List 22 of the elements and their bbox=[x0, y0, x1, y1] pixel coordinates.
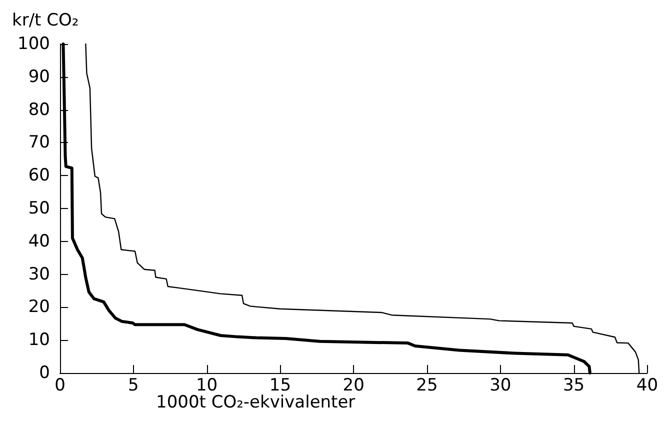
x-tick-label: 25 bbox=[416, 376, 438, 396]
y-tick-label: 90 bbox=[28, 66, 50, 87]
y-tick-label: 10 bbox=[28, 330, 50, 350]
x-tick-label: 35 bbox=[562, 376, 585, 396]
x-axis-title: 1000t CO₂-ekvivalenter bbox=[156, 392, 356, 412]
y-tick-label: 0 bbox=[39, 363, 50, 383]
x-tick-label: 0 bbox=[54, 376, 66, 396]
y-tick-label: 20 bbox=[28, 297, 50, 318]
y-tick-label: 80 bbox=[28, 100, 50, 120]
x-tick-label: 10 bbox=[196, 376, 218, 396]
y-tick-label: 30 bbox=[28, 264, 50, 284]
y-axis-title: kr/t CO₂ bbox=[12, 10, 79, 30]
x-tick-label: 40 bbox=[636, 376, 658, 396]
x-tick-label: 15 bbox=[269, 376, 292, 396]
y-tick-label: 40 bbox=[28, 231, 50, 252]
y-tick-label: 50 bbox=[28, 198, 50, 218]
y-tick-label: 100 bbox=[18, 34, 50, 54]
y-tick-label: 70 bbox=[28, 132, 50, 153]
x-tick-label: 30 bbox=[490, 376, 512, 396]
y-tick-label: 60 bbox=[28, 166, 50, 186]
x-tick-label: 20 bbox=[342, 376, 364, 396]
x-tick-label: 5 bbox=[128, 376, 139, 396]
